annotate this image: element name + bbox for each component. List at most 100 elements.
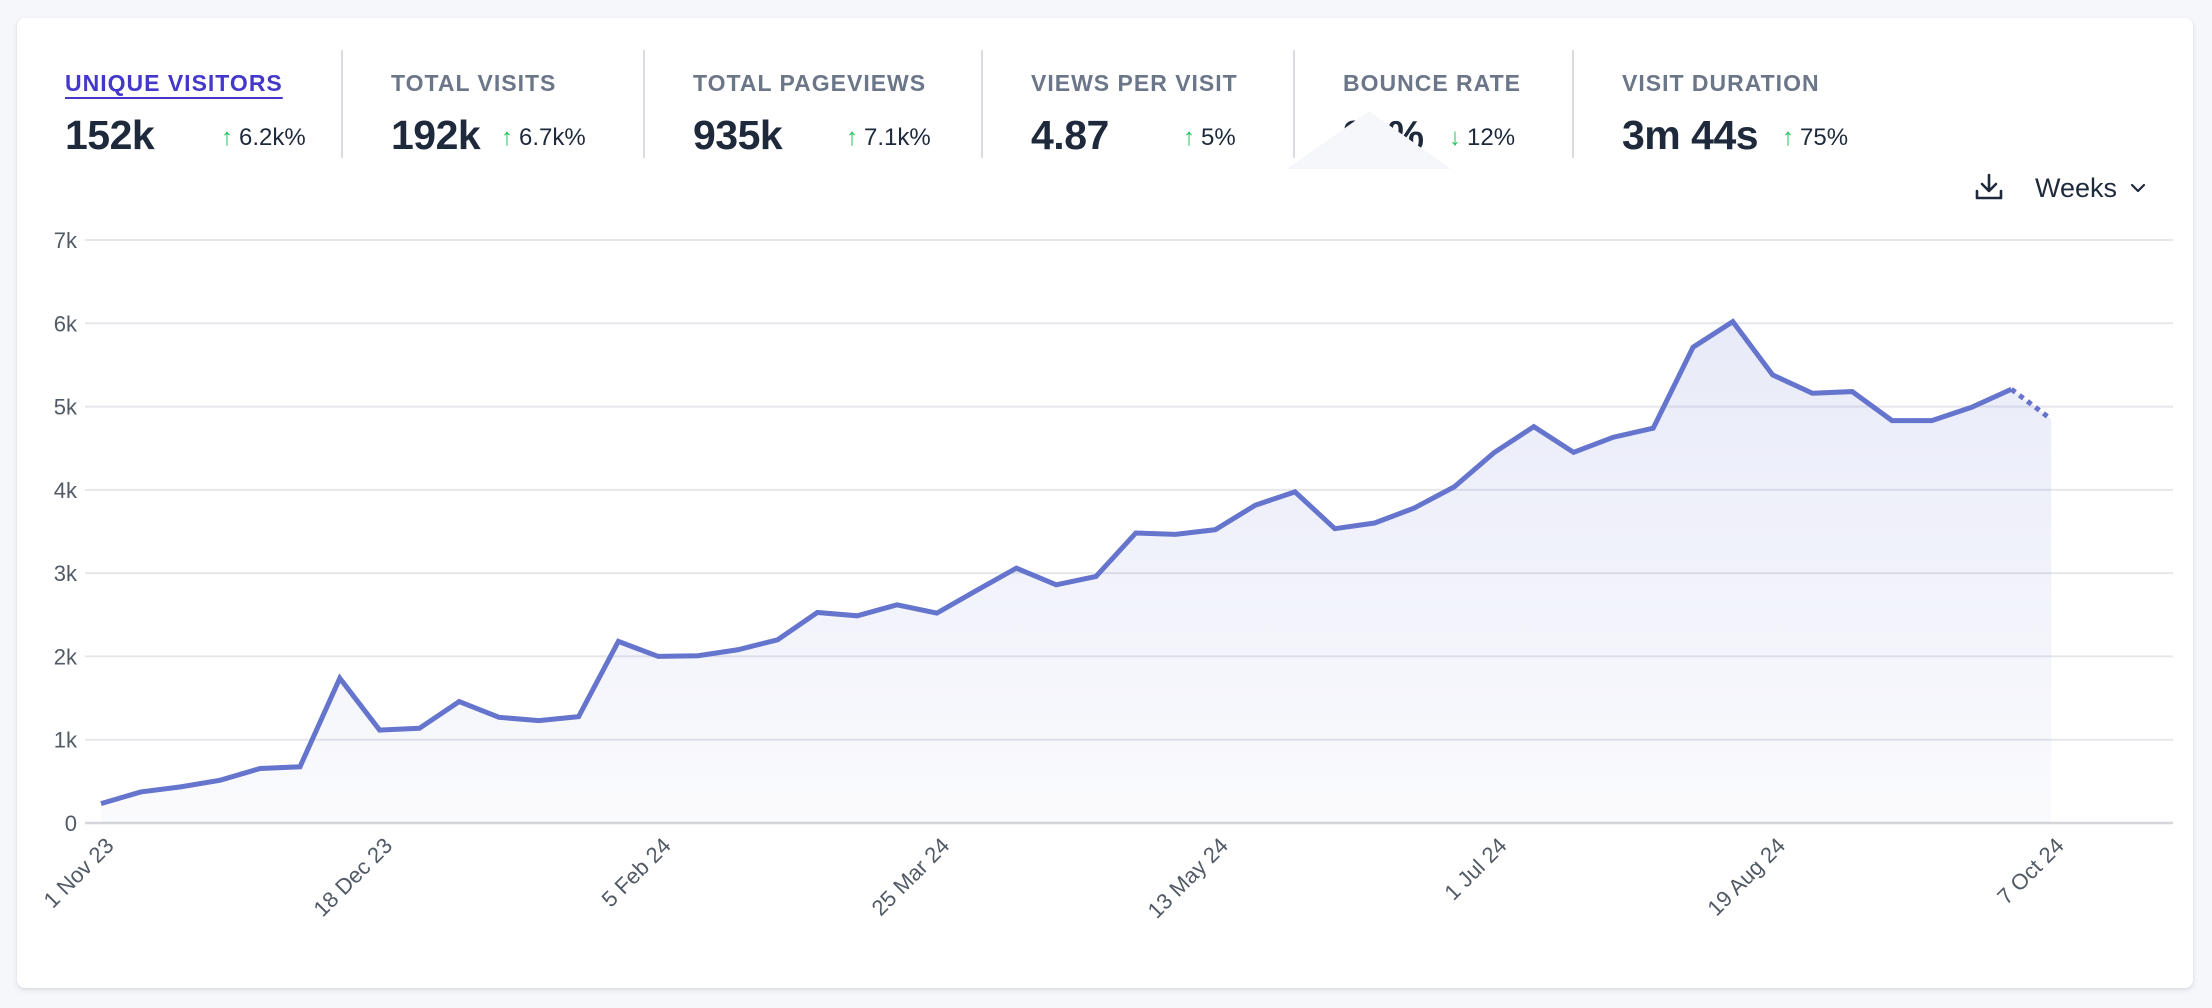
metric-label: VISIT DURATION <box>1622 70 1820 96</box>
data-point[interactable] <box>1846 386 1858 398</box>
data-point[interactable] <box>1966 401 1978 413</box>
data-point[interactable] <box>1647 422 1659 434</box>
y-tick-label: 0 <box>65 811 77 836</box>
metric-change: ↑ 5% <box>1183 124 1236 152</box>
data-point[interactable] <box>1488 447 1500 459</box>
x-tick-label: 19 Aug 24 <box>1702 833 1790 921</box>
data-point[interactable] <box>811 606 823 618</box>
data-point[interactable] <box>1408 502 1420 514</box>
data-point[interactable] <box>1289 486 1301 498</box>
data-point[interactable] <box>1528 421 1540 433</box>
data-point[interactable] <box>851 610 863 622</box>
data-point[interactable] <box>1209 524 1221 536</box>
x-tick-label: 7 Oct 24 <box>1992 833 2068 909</box>
metric-label: TOTAL VISITS <box>391 70 557 96</box>
metric-value: 4.87 <box>1031 112 1109 158</box>
metric-change-value: 12% <box>1467 124 1516 151</box>
data-point[interactable] <box>1568 446 1580 458</box>
download-button[interactable] <box>1972 170 2006 204</box>
data-point[interactable] <box>772 634 784 646</box>
data-point[interactable] <box>1170 528 1182 540</box>
data-point[interactable] <box>931 607 943 619</box>
data-point[interactable] <box>1687 341 1699 353</box>
arrow-down-icon: ↓ <box>1449 124 1461 151</box>
metric-label: VIEWS PER VISIT <box>1031 70 1238 96</box>
y-tick-label: 5k <box>54 395 78 420</box>
y-tick-label: 7k <box>54 228 78 253</box>
x-tick-label: 1 Nov 23 <box>39 833 119 913</box>
arrow-up-icon: ↑ <box>846 124 858 151</box>
data-point[interactable] <box>1727 316 1739 328</box>
data-point[interactable] <box>971 584 983 596</box>
data-point[interactable] <box>493 711 505 723</box>
data-point[interactable] <box>135 786 147 798</box>
metric-divider <box>981 50 983 158</box>
metric-value: 935k <box>693 112 783 158</box>
metric-change-value: 6.2k% <box>239 124 306 151</box>
data-point[interactable] <box>453 696 465 708</box>
x-tick-label: 1 Jul 24 <box>1439 833 1511 905</box>
data-point[interactable] <box>1448 481 1460 493</box>
data-point[interactable] <box>1767 369 1779 381</box>
data-point[interactable] <box>732 644 744 656</box>
visitors-chart: 0 1k 2k 3k 4k 5k 6k 7k 1 Nov 23 18 Dec 23 5 Feb 2… <box>39 111 2173 923</box>
x-tick-label: 25 Mar 24 <box>867 833 955 921</box>
y-tick-label: 4k <box>54 478 78 503</box>
data-point[interactable] <box>214 774 226 786</box>
data-point[interactable] <box>533 715 545 727</box>
data-point[interactable] <box>1886 415 1898 427</box>
data-point[interactable] <box>1130 527 1142 539</box>
x-tick-label: 13 May 24 <box>1143 833 1233 923</box>
chevron-down-icon <box>2130 183 2146 193</box>
metric-change: ↑ 6.2k% <box>221 124 306 152</box>
series-line <box>100 318 2013 806</box>
data-point[interactable] <box>334 672 346 684</box>
data-point[interactable] <box>1806 387 1818 399</box>
data-point[interactable] <box>692 650 704 662</box>
metric-label: BOUNCE RATE <box>1343 70 1521 96</box>
tooltip-caret-shadow <box>1287 111 1451 169</box>
metric-change-value: 5% <box>1201 124 1236 151</box>
metric-label: UNIQUE VISITORS <box>65 70 283 96</box>
data-point[interactable] <box>2045 413 2057 425</box>
data-point[interactable] <box>254 762 266 774</box>
data-point[interactable] <box>891 599 903 611</box>
data-point[interactable] <box>1090 570 1102 582</box>
interval-select[interactable]: Weeks <box>2035 170 2147 206</box>
data-point[interactable] <box>573 711 585 723</box>
data-point[interactable] <box>1050 579 1062 591</box>
y-tick-label: 6k <box>54 311 78 336</box>
data-point[interactable] <box>294 761 306 773</box>
data-point[interactable] <box>612 635 624 647</box>
metric-change-value: 75% <box>1800 124 1849 151</box>
x-tick-label: 18 Dec 23 <box>309 833 398 922</box>
data-point[interactable] <box>175 781 187 793</box>
visitors-card: UNIQUE VISITORS 152k ↑ 6.2k% TOTAL VISITS 192… <box>17 18 2193 988</box>
metric-change: ↑ 75% <box>1782 124 1848 152</box>
data-point[interactable] <box>95 798 107 810</box>
metric-change: ↑ 7.1k% <box>846 124 931 152</box>
y-tick-label: 1k <box>54 728 78 753</box>
interval-label: Weeks <box>2035 172 2118 203</box>
data-point[interactable] <box>374 724 386 736</box>
metric-change: ↓ 12% <box>1449 124 1515 152</box>
metric-value: 192k <box>391 112 481 158</box>
metric-change: ↑ 6.7k% <box>501 124 586 152</box>
data-point[interactable] <box>413 722 425 734</box>
data-point[interactable] <box>1607 431 1619 443</box>
data-point[interactable] <box>652 650 664 662</box>
y-tick-label: 2k <box>54 644 78 669</box>
data-point[interactable] <box>1249 499 1261 511</box>
arrow-up-icon: ↑ <box>1782 124 1794 151</box>
data-point[interactable] <box>1369 517 1381 529</box>
series-line-incomplete <box>2009 387 2053 422</box>
data-point[interactable] <box>1329 523 1341 535</box>
data-point[interactable] <box>1926 415 1938 427</box>
data-point[interactable] <box>1010 562 1022 574</box>
metric-divider <box>643 50 645 158</box>
data-point[interactable] <box>2005 383 2017 395</box>
metric-change-value: 6.7k% <box>519 124 586 151</box>
metric-value: 152k <box>65 112 155 158</box>
metric-divider <box>1572 50 1574 158</box>
metric-change-value: 7.1k% <box>864 124 931 151</box>
